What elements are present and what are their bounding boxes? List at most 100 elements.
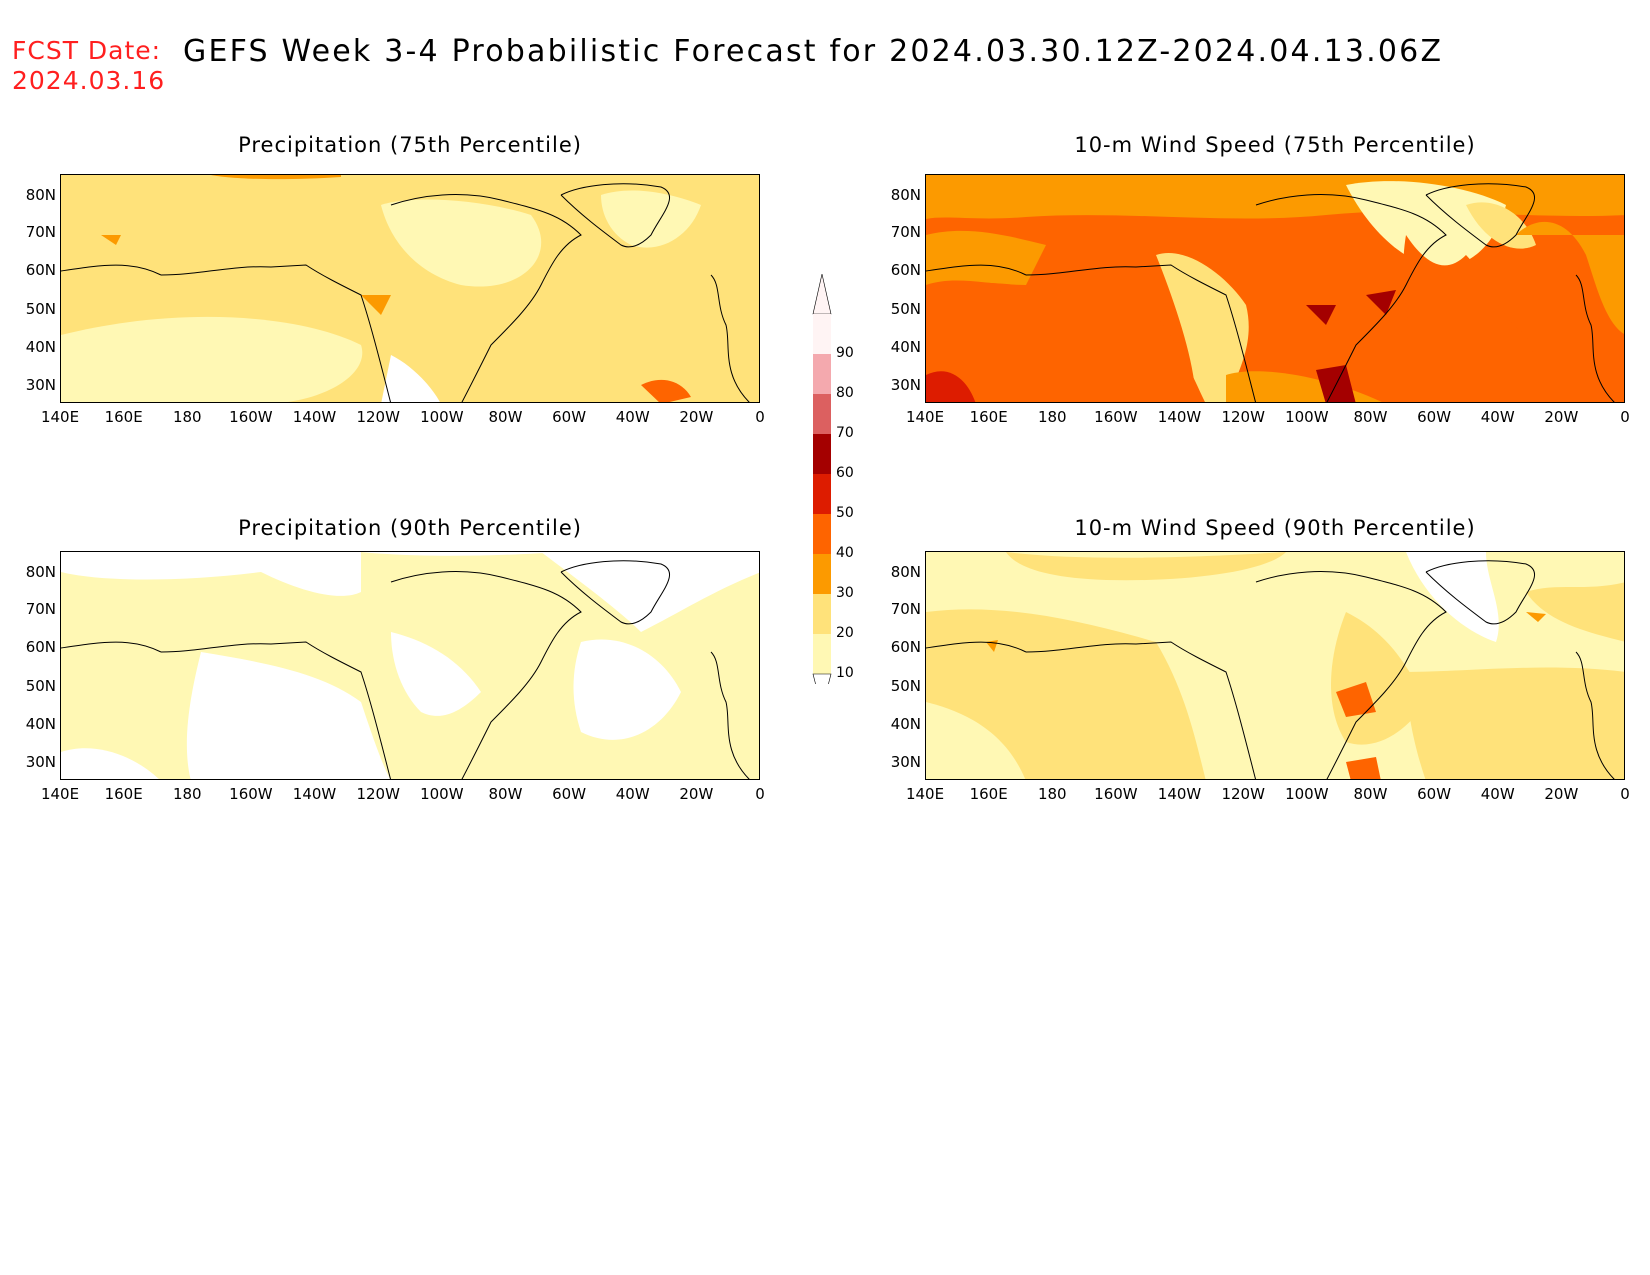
lon-label: 160W	[229, 408, 273, 426]
colorbar-label: 70	[836, 425, 854, 441]
lat-label: 80N	[890, 185, 921, 204]
lon-label: 0	[755, 785, 765, 803]
panel-title-wind90: 10-m Wind Speed (90th Percentile)	[1074, 516, 1476, 540]
lat-label: 50N	[25, 300, 56, 319]
lon-label: 120W	[356, 785, 400, 803]
colorbar-label: 50	[836, 505, 854, 521]
lon-label: 60W	[1417, 408, 1452, 426]
lat-label: 40N	[890, 337, 921, 356]
colorbar-segment	[813, 474, 831, 514]
lon-label: 160E	[969, 408, 1008, 426]
lat-label: 60N	[890, 638, 921, 657]
colorbar-segment	[813, 594, 831, 634]
lon-label: 80W	[488, 785, 523, 803]
lon-label: 160E	[104, 408, 143, 426]
map-panel-wind75	[925, 174, 1625, 403]
lat-label: 70N	[890, 223, 921, 242]
colorbar-label: 60	[836, 465, 854, 481]
lat-label: 80N	[25, 185, 56, 204]
colorbar-segment	[813, 434, 831, 474]
lat-label: 40N	[890, 714, 921, 733]
page-title: GEFS Week 3-4 Probabilistic Forecast for…	[183, 34, 1444, 69]
lon-label: 80W	[1353, 785, 1388, 803]
lon-label: 0	[755, 408, 765, 426]
colorbar-segment	[813, 314, 831, 354]
panel-title-wind75: 10-m Wind Speed (75th Percentile)	[1074, 133, 1476, 157]
lon-label: 80W	[488, 408, 523, 426]
lat-label: 60N	[890, 261, 921, 280]
precip75-map	[61, 175, 759, 402]
lon-label: 160W	[1094, 785, 1138, 803]
lat-label: 60N	[25, 638, 56, 657]
lat-label: 30N	[25, 375, 56, 394]
lon-label: 100W	[420, 408, 464, 426]
lon-label: 0	[1620, 785, 1630, 803]
lat-label: 70N	[890, 600, 921, 619]
lon-label: 120W	[356, 408, 400, 426]
lon-label: 140E	[905, 785, 945, 803]
lat-label: 50N	[25, 677, 56, 696]
panel-title-precip90: Precipitation (90th Percentile)	[238, 516, 582, 540]
colorbar-label: 40	[836, 545, 854, 561]
lon-label: 100W	[1285, 785, 1329, 803]
lon-label: 140E	[40, 408, 80, 426]
lon-label: 160W	[1094, 408, 1138, 426]
lon-label: 180	[172, 785, 202, 803]
colorbar-label: 10	[836, 665, 854, 681]
colorbar-segment	[813, 554, 831, 594]
colorbar-label: 20	[836, 625, 854, 641]
precip90-map	[61, 552, 759, 779]
colorbar-arrow-bottom	[812, 673, 832, 684]
colorbar-segment	[813, 514, 831, 554]
colorbar-segment	[813, 394, 831, 434]
lon-label: 140E	[40, 785, 80, 803]
lon-label: 20W	[1544, 785, 1579, 803]
map-panel-wind90	[925, 551, 1625, 780]
lat-label: 80N	[25, 562, 56, 581]
lon-label: 40W	[1480, 408, 1515, 426]
lat-label: 50N	[890, 677, 921, 696]
wind75-map	[926, 175, 1624, 402]
lon-label: 160W	[229, 785, 273, 803]
lat-label: 70N	[25, 223, 56, 242]
lon-label: 140W	[292, 785, 337, 803]
colorbar-label: 80	[836, 385, 854, 401]
colorbar-label: 90	[836, 345, 854, 361]
lon-label: 140E	[905, 408, 945, 426]
lon-label: 40W	[1480, 785, 1515, 803]
lon-label: 80W	[1353, 408, 1388, 426]
lon-label: 40W	[615, 785, 650, 803]
lon-label: 100W	[420, 785, 464, 803]
wind90-map	[926, 552, 1624, 779]
lon-label: 180	[1037, 408, 1067, 426]
colorbar-segment	[813, 354, 831, 394]
forecast-date-label: FCST Date:	[12, 36, 162, 65]
map-panel-precip90	[60, 551, 760, 780]
lon-label: 120W	[1221, 408, 1265, 426]
lon-label: 60W	[552, 785, 587, 803]
lon-label: 180	[1037, 785, 1067, 803]
lat-label: 30N	[890, 752, 921, 771]
colorbar-arrow-top	[812, 274, 832, 315]
lat-label: 30N	[25, 752, 56, 771]
lon-label: 20W	[679, 408, 714, 426]
lat-label: 60N	[25, 261, 56, 280]
lon-label: 100W	[1285, 408, 1329, 426]
lon-label: 180	[172, 408, 202, 426]
colorbar	[812, 274, 832, 684]
lon-label: 60W	[552, 408, 587, 426]
lat-label: 40N	[25, 714, 56, 733]
lon-label: 140W	[1157, 408, 1202, 426]
forecast-date-block: FCST Date: 2024.03.16	[12, 36, 165, 96]
lon-label: 120W	[1221, 785, 1265, 803]
lon-label: 40W	[615, 408, 650, 426]
lat-label: 70N	[25, 600, 56, 619]
lon-label: 0	[1620, 408, 1630, 426]
lat-label: 30N	[890, 375, 921, 394]
map-panel-precip75	[60, 174, 760, 403]
lon-label: 160E	[104, 785, 143, 803]
lat-label: 80N	[890, 562, 921, 581]
lon-label: 60W	[1417, 785, 1452, 803]
lat-label: 40N	[25, 337, 56, 356]
lon-label: 20W	[679, 785, 714, 803]
